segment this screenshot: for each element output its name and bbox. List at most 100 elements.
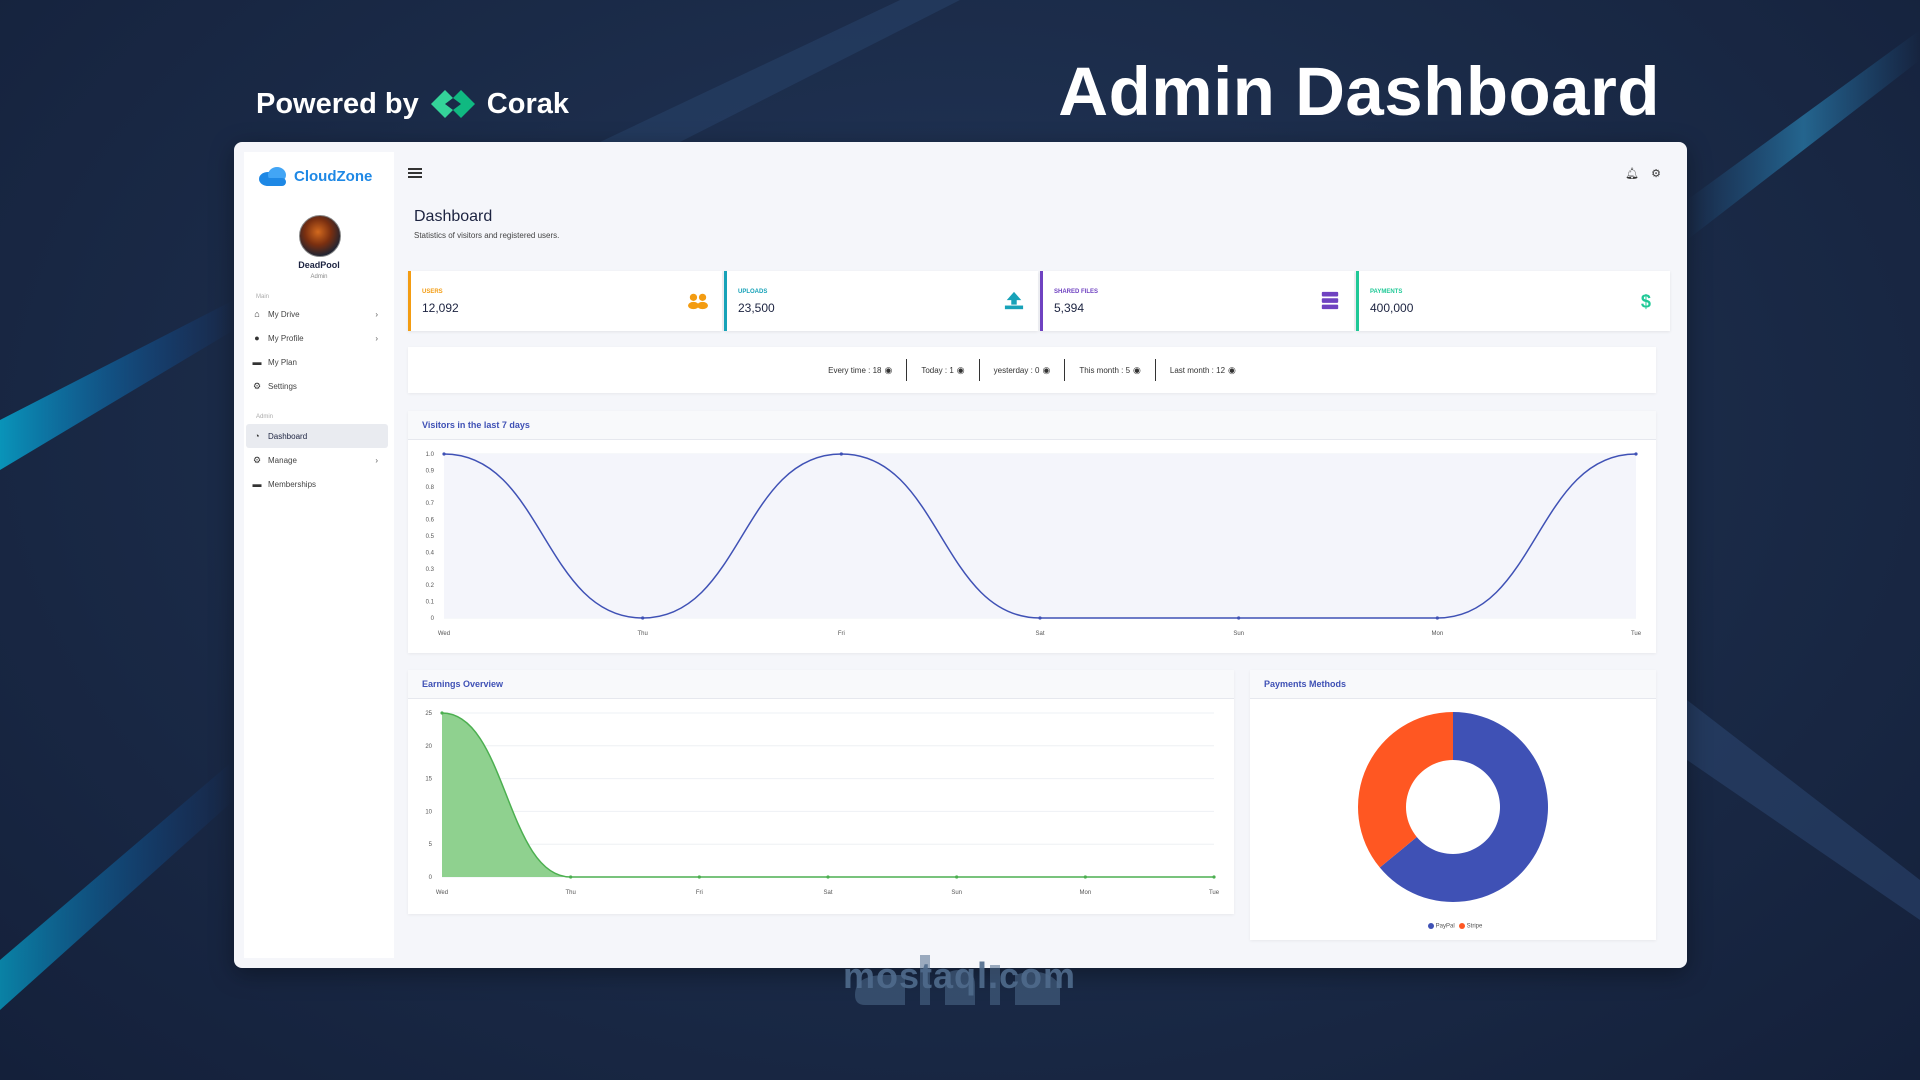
server-icon (1321, 291, 1339, 310)
home-icon: ⌂ (254, 309, 260, 319)
cloud-icon (259, 167, 286, 186)
legend-label: PayPal (1435, 924, 1455, 930)
page-title: Dashboard (414, 208, 493, 225)
gear-icon[interactable]: ⚙ (1651, 168, 1661, 180)
payments-chart (1358, 712, 1548, 902)
x-tick-label: Thu (565, 890, 575, 896)
menu-toggle-icon[interactable] (408, 168, 422, 178)
x-tick-label: Mon (1431, 631, 1443, 637)
powered-by: Powered by Corak (256, 86, 569, 122)
sidebar-item-manage[interactable]: ⚙ Manage › (246, 448, 388, 472)
sidebar-item-my-profile[interactable]: ● My Profile › (246, 326, 388, 350)
x-tick-label: Sat (1035, 631, 1044, 637)
stat-card-shared-files[interactable]: SHARED FILES 5,394 (1040, 271, 1354, 331)
sidebar-item-my-drive[interactable]: ⌂ My Drive › (246, 302, 388, 326)
promo-title: Admin Dashboard (1058, 53, 1660, 130)
data-point[interactable] (1634, 452, 1638, 456)
data-point[interactable] (1083, 875, 1087, 879)
sidebar-item-dashboard[interactable]: ◔ Dashboard (246, 424, 388, 448)
x-tick-label: Sun (1233, 631, 1244, 637)
y-tick-label: 0 (431, 616, 435, 622)
area-fill (442, 713, 1214, 877)
sidebar-item-memberships[interactable]: ▬ Memberships (246, 472, 388, 496)
car-icon: ▬ (252, 479, 262, 489)
pie-slice-paypal[interactable] (1379, 712, 1548, 902)
sidebar-item-my-plan[interactable]: ▬ My Plan (246, 350, 388, 374)
payments-card: Payments Methods PayPal Stripe (1250, 670, 1656, 940)
y-tick-label: 0.1 (426, 600, 435, 606)
x-tick-label: Sun (951, 890, 962, 896)
stat-value: 23,500 (738, 301, 775, 315)
y-tick-label: 0.9 (426, 468, 435, 474)
data-point[interactable] (1212, 875, 1216, 879)
gear-icon: ⚙ (252, 380, 262, 391)
visit-stat-text: Today : 1 (921, 365, 954, 375)
x-tick-label: Sat (823, 890, 832, 896)
data-point[interactable] (955, 875, 959, 879)
sidebar-item-label: Settings (268, 381, 297, 391)
visitors-card-title: Visitors in the last 7 days (408, 411, 1656, 440)
data-point[interactable] (697, 875, 701, 879)
data-point[interactable] (442, 452, 446, 456)
sidebar-item-settings[interactable]: ⚙ Settings (246, 374, 388, 398)
sidebar-item-label: Memberships (268, 479, 317, 489)
eye-icon: ◉ (1042, 364, 1051, 375)
visit-stat: yesterday : 0 ◉ (980, 359, 1066, 381)
series-line (441, 712, 1214, 878)
stat-value: 5,394 (1054, 301, 1085, 315)
stat-card-payments[interactable]: PAYMENTS 400,000 $ (1356, 271, 1670, 331)
sidebar-item-label: Manage (268, 455, 297, 465)
powered-by-label: Powered by (256, 87, 419, 120)
earnings-card: Earnings Overview 0 5 10 15 20 25 Wed Thu Fri Sat… (408, 670, 1234, 914)
visit-stat-text: Every time : 18 (828, 365, 882, 375)
brand[interactable]: CloudZone (258, 166, 372, 186)
eye-icon: ◉ (1228, 364, 1236, 375)
avatar[interactable] (299, 215, 341, 257)
y-tick-label: 5 (429, 842, 433, 848)
legend-swatch (1427, 923, 1434, 930)
app-window: CloudZone DeadPool Admin Main ⌂ My Drive ›… (234, 142, 1687, 968)
x-tick-label: Fri (838, 631, 845, 637)
y-tick-label: 0.2 (426, 583, 435, 589)
eye-icon: ◉ (1133, 364, 1141, 375)
x-tick-label: Mon (1079, 890, 1091, 896)
data-point[interactable] (1435, 616, 1439, 620)
data-point[interactable] (826, 875, 830, 879)
sidebar: CloudZone DeadPool Admin Main ⌂ My Drive ›… (244, 152, 394, 958)
series-line (443, 453, 1637, 619)
visit-stat: Today : 1 ◉ (907, 359, 980, 381)
earnings-card-title: Earnings Overview (408, 670, 1234, 699)
data-point[interactable] (1038, 616, 1042, 620)
visit-stat: This month : 5 ◉ (1065, 359, 1156, 381)
visitors-chart: 0 0.1 0.2 0.3 0.4 0.5 0.6 0.7 0.8 0.9 1.0 Wed Thu Fri… (426, 452, 1642, 637)
bell-icon[interactable]: 🔔︎ (1625, 168, 1640, 180)
data-point[interactable] (1237, 616, 1241, 620)
user-icon: ● (254, 333, 260, 343)
x-tick-label: Wed (436, 890, 448, 896)
dollar-icon: $ (1641, 291, 1651, 311)
pie-slice-stripe[interactable] (1358, 712, 1453, 868)
stat-label: UPLOADS (738, 289, 768, 295)
eye-icon: ◉ (956, 364, 965, 375)
data-point[interactable] (569, 875, 573, 879)
y-tick-label: 0.5 (426, 534, 435, 540)
x-tick-label: Tue (1631, 631, 1642, 637)
stat-card-uploads[interactable]: UPLOADS 23,500 (724, 271, 1038, 331)
earnings-chart: 0 5 10 15 20 25 Wed Thu Fri Sat Sun Mon Tue (425, 711, 1220, 896)
y-tick-label: 0.3 (426, 567, 435, 573)
gears-icon: ⚙ (252, 454, 262, 465)
visit-stat: Last month : 12 ◉ (1156, 359, 1250, 381)
y-tick-label: 0.7 (426, 501, 435, 507)
y-tick-label: 20 (425, 744, 432, 750)
data-point[interactable] (839, 452, 843, 456)
stat-card-users[interactable]: USERS 12,092 (408, 271, 722, 331)
y-tick-label: 0.6 (426, 518, 435, 524)
visitors-card: Visitors in the last 7 days 0 0.1 0.2 0.3 0.… (408, 411, 1656, 653)
stat-label: PAYMENTS (1370, 289, 1403, 295)
data-point[interactable] (440, 711, 444, 715)
data-point[interactable] (641, 616, 645, 620)
sidebar-item-label: My Drive (268, 309, 300, 319)
chevron-right-icon: › (375, 333, 378, 343)
chevron-right-icon: › (375, 309, 378, 319)
x-tick-label: Tue (1209, 890, 1220, 896)
